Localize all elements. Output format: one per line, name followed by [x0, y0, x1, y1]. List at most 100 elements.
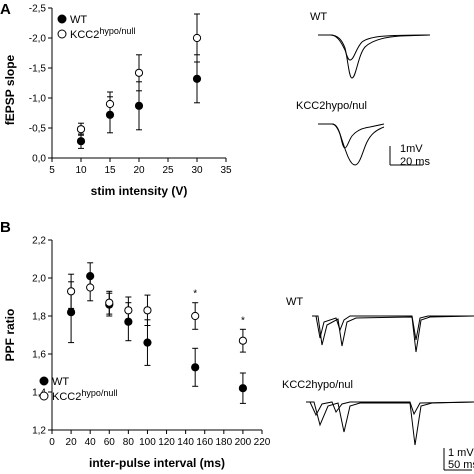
b-x-tick-label: 20 [66, 437, 78, 448]
b-x-tick-label: 200 [235, 437, 252, 448]
b-y-tick-label: 2,2 [32, 236, 46, 247]
panel-a-letter: A [0, 1, 11, 18]
a-point-wt [76, 137, 86, 146]
panel-a-legend: WT KCC2hypo/null [57, 14, 135, 41]
b-point-kcc2 [66, 287, 76, 296]
a-x-tick-label: 10 [75, 165, 87, 176]
panel-a-x-ticks: 5 10 15 20 25 30 35 [49, 158, 232, 176]
b-x-tick-label: 160 [196, 437, 213, 448]
a-x-tick-label: 5 [49, 165, 55, 176]
legend-kcc2-sup: hypo/null [99, 26, 135, 36]
legend-b-kcc2-marker [39, 391, 49, 401]
a-point-kcc2 [105, 99, 115, 109]
b-significance-star: * [241, 315, 245, 326]
panel-b-letter: B [0, 219, 11, 236]
b-point-wt [191, 363, 200, 372]
a-x-tick-label: 20 [133, 165, 145, 176]
trace-a-wt-label: WT [310, 11, 327, 23]
trace-b-kcc2-1 [306, 401, 474, 417]
a-point-kcc2 [192, 33, 202, 43]
b-x-tick-label: 140 [177, 437, 194, 448]
panel-b-x-label: inter-pulse interval (ms) [89, 456, 225, 470]
b-y-tick-label: 1,2 [32, 426, 46, 437]
legend-kcc2-marker [57, 29, 67, 39]
b-point-kcc2 [191, 311, 200, 321]
panel-a-y-ticks: 0,0 -0,5 -1,0 -1,5 -2,0 -2,5 [29, 4, 52, 165]
a-point-wt [134, 101, 144, 110]
panel-b-x-ticks: 0 20 40 60 80 100 120 140 160 180 200 220 [49, 430, 271, 448]
a-point-wt [105, 110, 115, 119]
b-x-tick-label: 0 [49, 437, 55, 448]
panel-b-data-points: ** [66, 262, 248, 404]
trace-b-scale-t-label: 50 ms [448, 459, 474, 471]
legend-b-wt-marker [39, 376, 49, 386]
a-y-tick-label: -1,0 [29, 94, 47, 105]
a-x-tick-label: 35 [220, 165, 232, 176]
legend-b-kcc2-sup: hypo/null [81, 388, 117, 398]
legend-wt-marker [57, 14, 67, 24]
legend-kcc2-label: KCC2hypo/null [70, 26, 135, 41]
b-y-tick-label: 1,4 [32, 388, 46, 399]
a-x-tick-label: 30 [191, 165, 203, 176]
a-y-tick-label: -2,0 [29, 34, 47, 45]
trace-b-scale-v-label: 1 mV [448, 447, 474, 459]
legend-b-kcc2-label: KCC2hypo/null [52, 388, 117, 403]
a-x-tick-label: 25 [162, 165, 174, 176]
trace-a-kcc2-label: KCC2hypo/nul [296, 100, 367, 112]
b-point-kcc2 [143, 306, 152, 315]
b-x-tick-label: 180 [215, 437, 232, 448]
legend-b-wt-label: WT [52, 376, 69, 388]
legend-wt-label: WT [70, 14, 87, 26]
a-y-tick-label: 0,0 [32, 154, 46, 165]
legend-b-kcc2-base: KCC2 [52, 391, 81, 403]
b-x-tick-label: 220 [254, 437, 271, 448]
panel-a-chart: A 5 10 15 20 25 30 35 0,0-0,5-1,0-1,5-2,0-2,5 … [0, 1, 232, 198]
b-x-tick-label: 80 [123, 437, 135, 448]
b-point-wt [86, 272, 95, 281]
trace-a-kcc2-kcc2 [318, 123, 385, 166]
b-y-tick-label: 1,6 [32, 350, 46, 361]
panel-b-y-label: PPF ratio [3, 309, 17, 362]
b-x-tick-label: 100 [139, 437, 156, 448]
b-x-tick-label: 60 [104, 437, 116, 448]
b-significance-star: * [193, 289, 197, 300]
b-point-wt [238, 384, 248, 393]
panel-b-y-ticks: 1,2 1,4 1,6 1,8 2,0 2,2 [32, 236, 52, 437]
b-y-tick-label: 1,8 [32, 312, 46, 323]
b-x-tick-label: 120 [158, 437, 175, 448]
panel-b-legend: WT KCC2hypo/null [39, 376, 117, 403]
trace-b-wt-2 [312, 315, 474, 353]
a-y-tick-label: -1,5 [29, 64, 47, 75]
b-point-wt [124, 317, 133, 326]
trace-a-wt-wt [318, 34, 431, 61]
trace-b-wt-1 [312, 315, 474, 341]
b-y-tick-label: 2,0 [32, 274, 46, 285]
trace-b-kcc2-label: KCC2hypo/nul [282, 379, 353, 391]
trace-a-wt-kcc2 [318, 34, 431, 79]
trace-a-scale-v-label: 1mV [400, 143, 423, 155]
b-point-kcc2 [124, 306, 133, 315]
b-point-kcc2 [105, 298, 114, 307]
trace-a-scale-t-label: 20 ms [400, 156, 430, 168]
b-point-kcc2 [86, 283, 95, 292]
b-x-tick-label: 40 [85, 437, 97, 448]
b-point-wt [66, 308, 76, 317]
b-point-wt [143, 338, 152, 347]
panel-a-traces: WT KCC2hypo/nul 1mV 20 ms [296, 11, 430, 168]
trace-b-kcc2-2 [306, 401, 474, 446]
panel-b-traces: WT KCC2hypo/nul 1 mV 50 ms [282, 296, 474, 471]
a-point-kcc2 [76, 125, 86, 134]
a-y-tick-label: -2,5 [29, 4, 47, 15]
a-y-tick-label: -0,5 [29, 124, 47, 135]
panel-a-x-label: stim intensity (V) [91, 184, 188, 198]
a-point-wt [192, 74, 202, 83]
legend-kcc2-base: KCC2 [70, 29, 99, 41]
a-x-tick-label: 15 [104, 165, 116, 176]
trace-b-wt-label: WT [286, 296, 303, 308]
b-point-kcc2 [238, 336, 248, 345]
panel-b-chart: B 0 20 40 60 80 100 120 140 160 180 200 220 1,21,41… [0, 219, 271, 470]
panel-a-data-points [76, 13, 202, 149]
panel-a-y-label: fEPSP slope [3, 54, 17, 125]
trace-a-kcc2-wt [318, 123, 385, 149]
